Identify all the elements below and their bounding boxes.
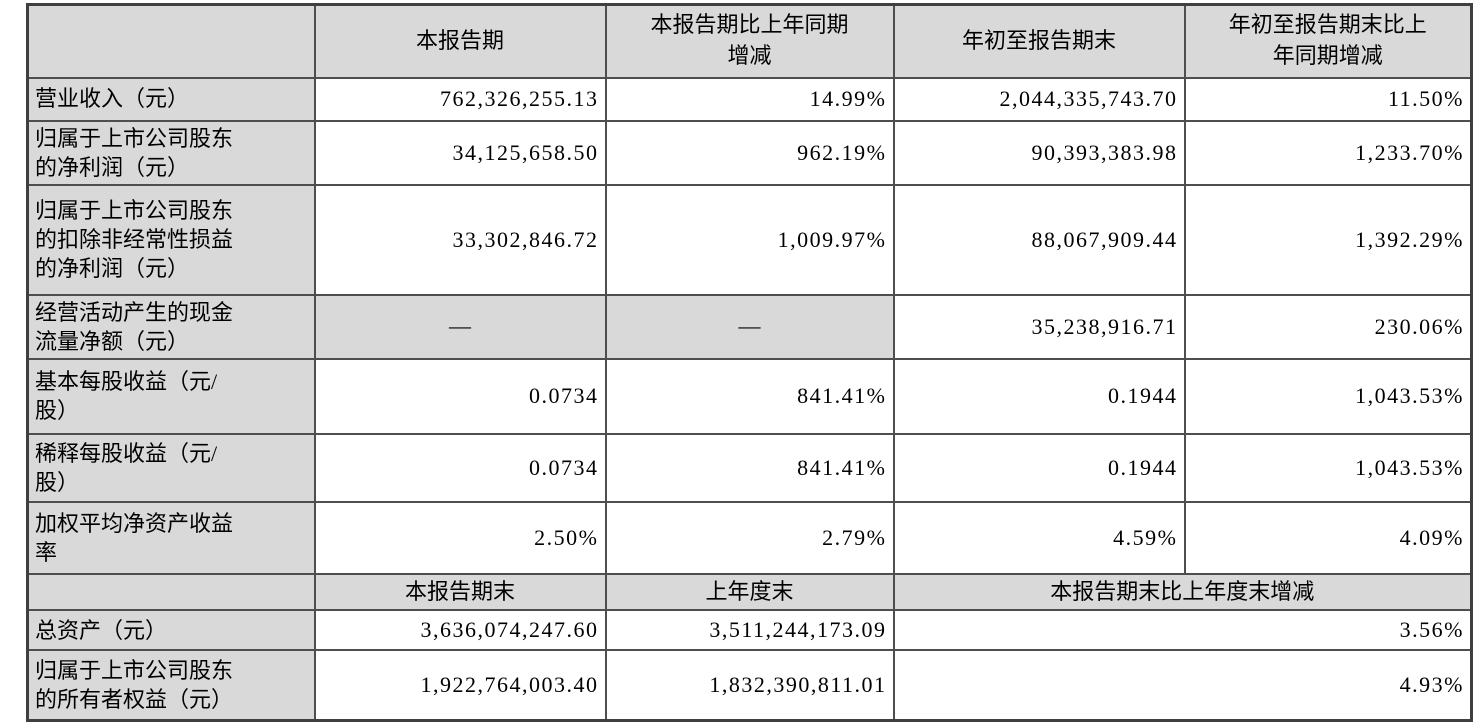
value-cell: 1,922,764,003.40 [313,649,607,722]
metric-label: 归属于上市公司股东 的所有者权益（元） [26,649,316,722]
value-cell: 841.41% [604,432,895,503]
row-net-profit-attributable: 归属于上市公司股东 的净利润（元） 34,125,658.50 962.19% … [26,119,1473,186]
value-cell: 14.99% [604,76,895,122]
value-cell: 1,233.70% [1183,119,1473,186]
metric-label: 归属于上市公司股东 的净利润（元） [26,119,316,186]
metric-label: 经营活动产生的现金 流量净额（元） [26,293,316,360]
value-cell: 3.56% [892,609,1473,652]
value-cell: 962.19% [604,119,895,186]
value-cell: 762,326,255.13 [313,76,607,122]
value-cell: 3,511,244,173.09 [604,609,895,652]
dash-cell: — [604,293,895,360]
col-header-ytd-yoy-change: 年初至报告期末比上 年同期增减 [1183,3,1473,79]
metric-label: 基本每股收益（元/ 股） [26,357,316,435]
value-cell: 1,832,390,811.01 [604,649,895,722]
metric-label: 加权平均净资产收益 率 [26,500,316,575]
value-cell: 4.09% [1183,500,1473,575]
value-cell: 2,044,335,743.70 [892,76,1186,122]
value-cell: 841.41% [604,357,895,435]
header-row-period: 本报告期 本报告期比上年同期 增减 年初至报告期末 年初至报告期末比上 年同期增… [26,3,1473,79]
col-header-period-end-change: 本报告期末比上年度末增减 [892,572,1473,612]
row-equity-attributable: 归属于上市公司股东 的所有者权益（元） 1,922,764,003.40 1,8… [26,649,1473,722]
metric-label: 总资产（元） [26,609,316,652]
value-cell: 2.79% [604,500,895,575]
metric-label: 归属于上市公司股东 的扣除非经常性损益 的净利润（元） [26,183,316,296]
value-cell: 230.06% [1183,293,1473,360]
header-row-period-end: 本报告期末 上年度末 本报告期末比上年度末增减 [26,572,1473,612]
row-basic-eps: 基本每股收益（元/ 股） 0.0734 841.41% 0.1944 1,043… [26,357,1473,435]
value-cell: 90,393,383.98 [892,119,1186,186]
value-cell: 0.1944 [892,432,1186,503]
value-cell: 11.50% [1183,76,1473,122]
col-header-ytd: 年初至报告期末 [892,3,1186,79]
value-cell: 3,636,074,247.60 [313,609,607,652]
value-cell: 33,302,846.72 [313,183,607,296]
row-operating-cash-flow: 经营活动产生的现金 流量净额（元） — — 35,238,916.71 230.… [26,293,1473,360]
value-cell: 1,392.29% [1183,183,1473,296]
value-cell: 4.93% [892,649,1473,722]
corner-cell [26,3,316,79]
value-cell: 2.50% [313,500,607,575]
dash-cell: — [313,293,607,360]
value-cell: 35,238,916.71 [892,293,1186,360]
value-cell: 1,043.53% [1183,432,1473,503]
col-header-period-yoy-change: 本报告期比上年同期 增减 [604,3,895,79]
value-cell: 88,067,909.44 [892,183,1186,296]
corner-cell [26,572,316,612]
financial-summary-table: 本报告期 本报告期比上年同期 增减 年初至报告期末 年初至报告期末比上 年同期增… [26,3,1473,722]
row-weighted-avg-roe: 加权平均净资产收益 率 2.50% 2.79% 4.59% 4.09% [26,500,1473,575]
metric-label: 营业收入（元） [26,76,316,122]
row-total-assets: 总资产（元） 3,636,074,247.60 3,511,244,173.09… [26,609,1473,652]
row-operating-revenue: 营业收入（元） 762,326,255.13 14.99% 2,044,335,… [26,76,1473,122]
col-header-prior-year-end: 上年度末 [604,572,895,612]
value-cell: 4.59% [892,500,1186,575]
value-cell: 0.1944 [892,357,1186,435]
col-header-current-period: 本报告期 [313,3,607,79]
row-diluted-eps: 稀释每股收益（元/ 股） 0.0734 841.41% 0.1944 1,043… [26,432,1473,503]
value-cell: 0.0734 [313,432,607,503]
value-cell: 1,009.97% [604,183,895,296]
value-cell: 34,125,658.50 [313,119,607,186]
value-cell: 1,043.53% [1183,357,1473,435]
value-cell: 0.0734 [313,357,607,435]
metric-label: 稀释每股收益（元/ 股） [26,432,316,503]
row-net-profit-excl-nonrecurring: 归属于上市公司股东 的扣除非经常性损益 的净利润（元） 33,302,846.7… [26,183,1473,296]
col-header-period-end: 本报告期末 [313,572,607,612]
